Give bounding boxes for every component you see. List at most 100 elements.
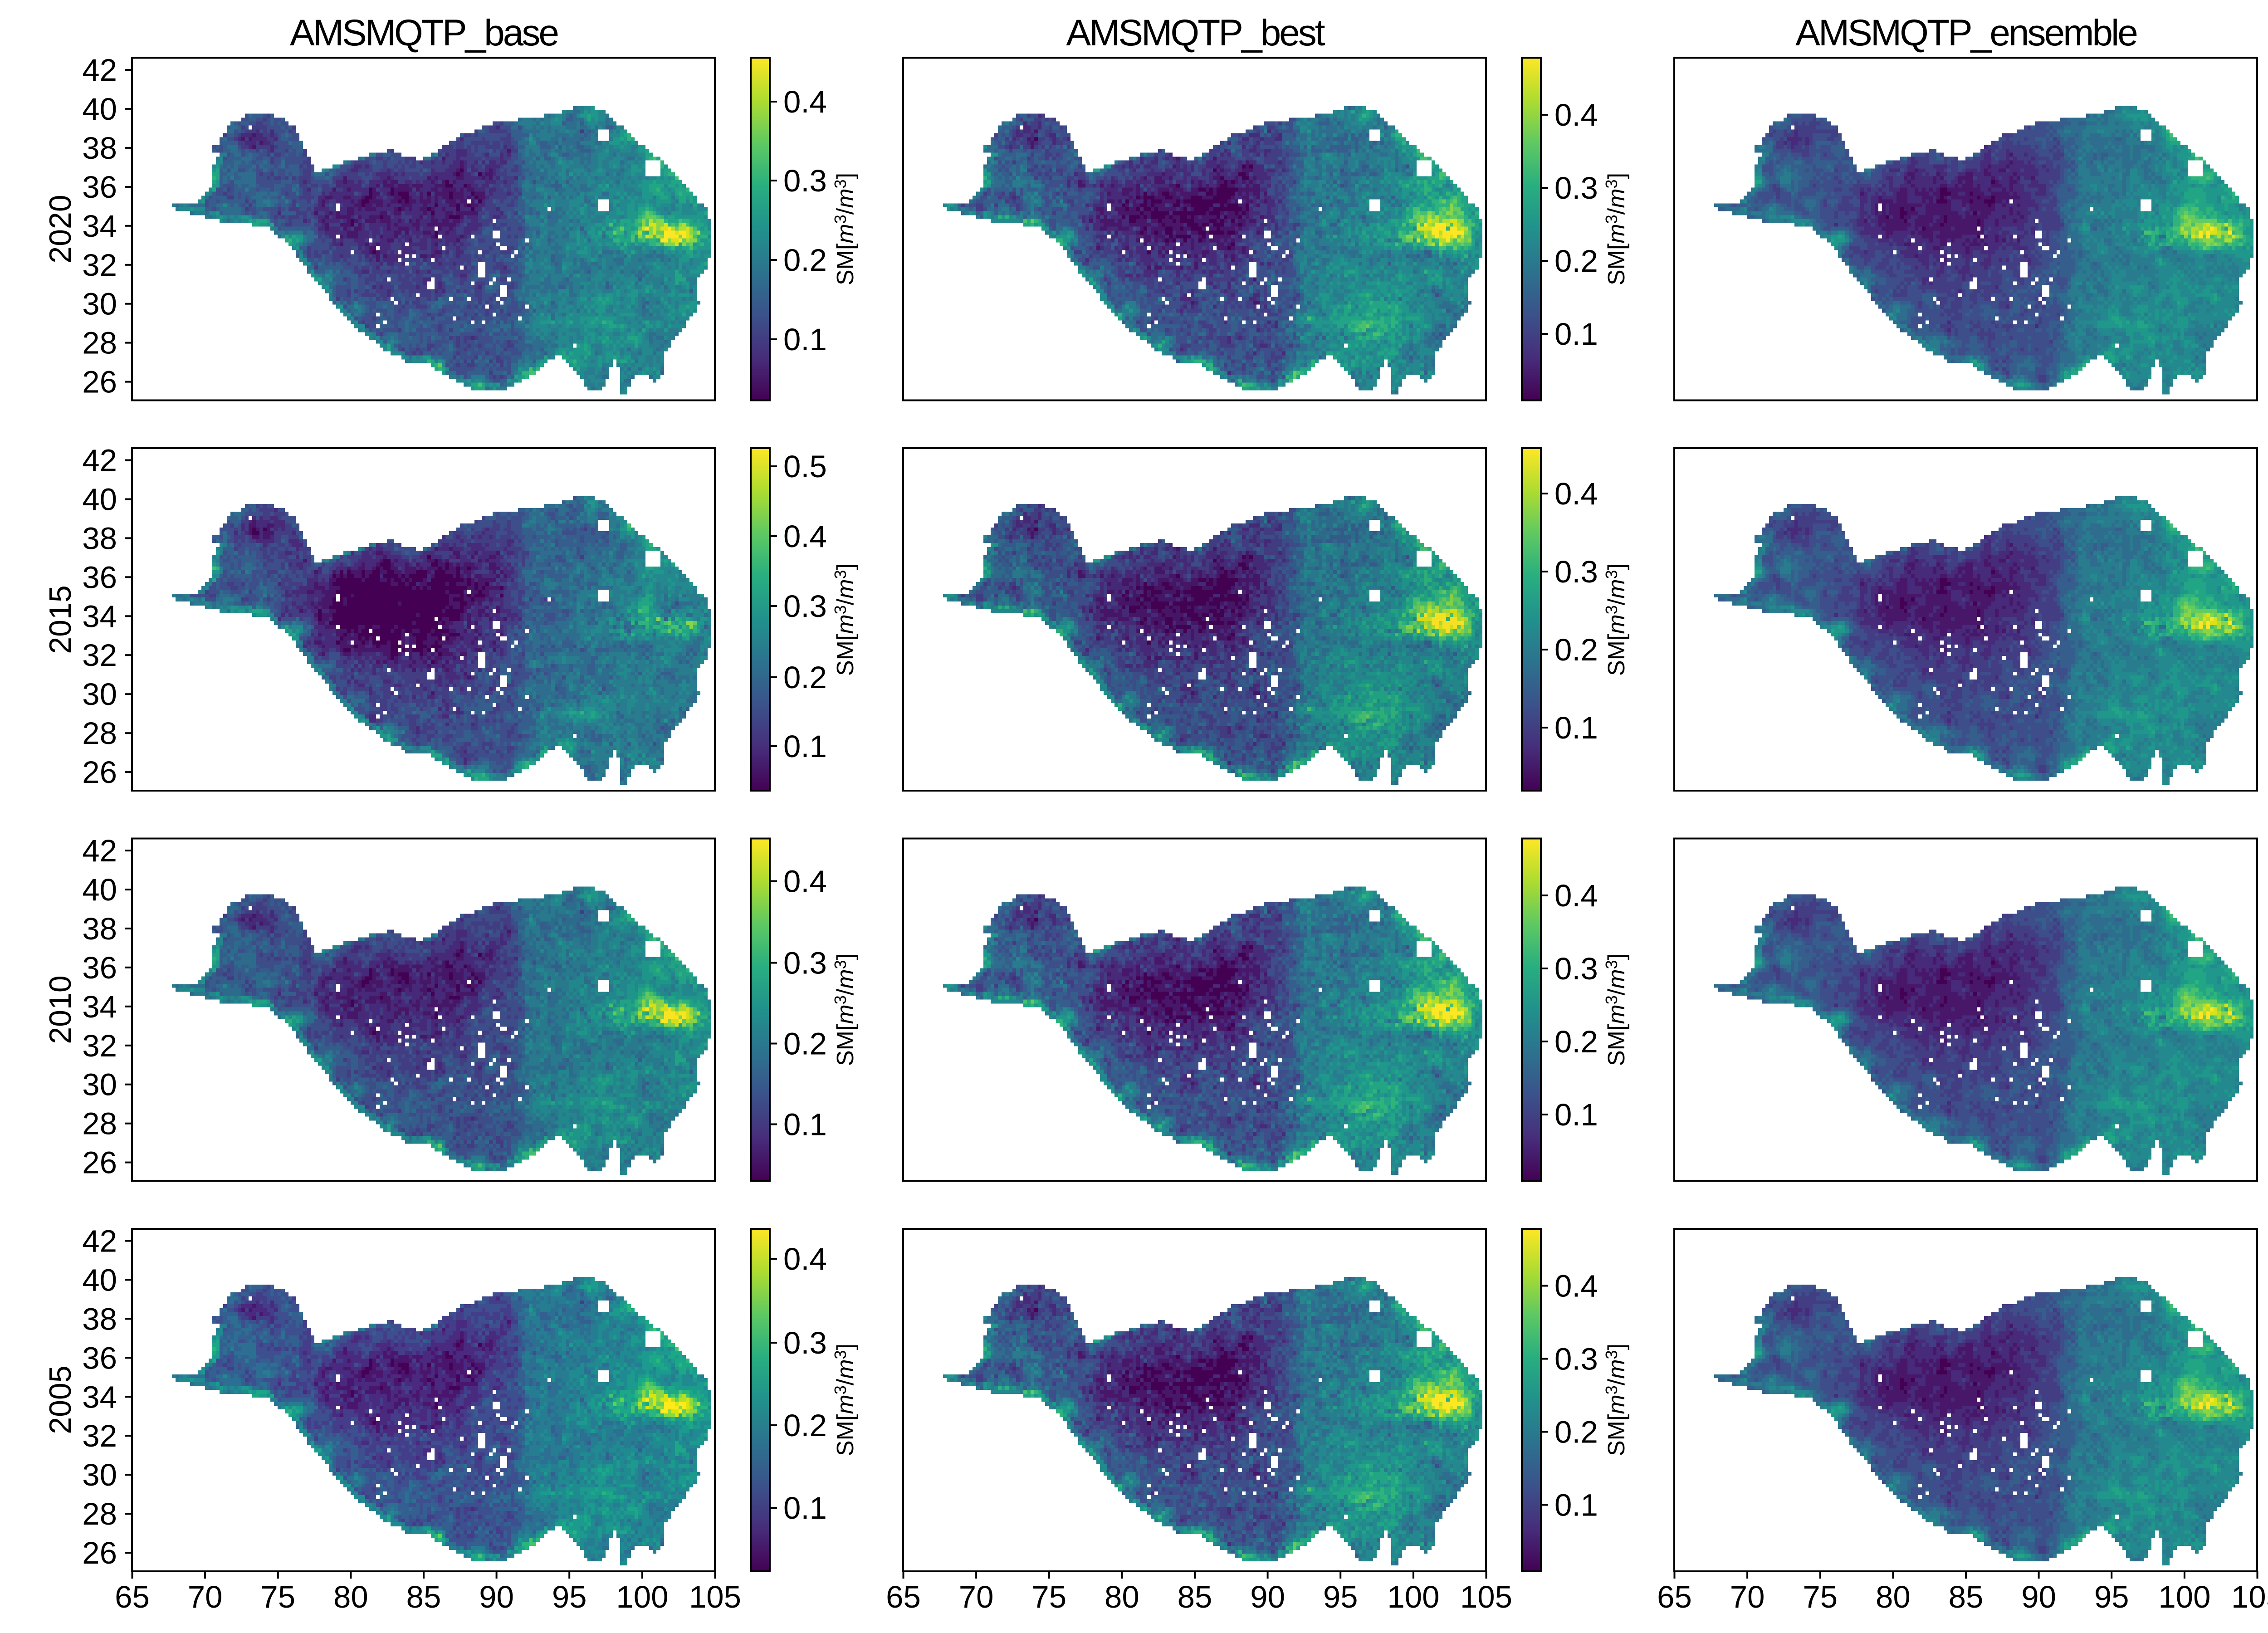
svg-text:85: 85 xyxy=(1178,1579,1212,1614)
svg-text:80: 80 xyxy=(1105,1579,1139,1614)
svg-text:AMSMQTP_best: AMSMQTP_best xyxy=(1066,12,1325,54)
svg-text:38: 38 xyxy=(82,131,117,166)
svg-text:42: 42 xyxy=(82,833,117,868)
svg-text:0.5: 0.5 xyxy=(783,449,827,484)
svg-text:0.3: 0.3 xyxy=(783,946,827,981)
svg-text:0.1: 0.1 xyxy=(783,729,827,764)
svg-text:38: 38 xyxy=(82,521,117,556)
svg-text:0.4: 0.4 xyxy=(783,519,827,554)
svg-text:34: 34 xyxy=(82,1379,117,1414)
svg-text:0.3: 0.3 xyxy=(1554,171,1598,205)
svg-text:0.1: 0.1 xyxy=(1554,1097,1598,1132)
svg-text:0.1: 0.1 xyxy=(1554,710,1598,745)
svg-text:0.2: 0.2 xyxy=(1554,632,1598,667)
svg-text:95: 95 xyxy=(1323,1579,1358,1614)
svg-text:75: 75 xyxy=(260,1579,295,1614)
svg-text:95: 95 xyxy=(552,1579,587,1614)
svg-text:0.4: 0.4 xyxy=(1554,1269,1598,1304)
svg-text:34: 34 xyxy=(82,599,117,634)
svg-text:75: 75 xyxy=(1031,1579,1066,1614)
svg-text:80: 80 xyxy=(333,1579,368,1614)
svg-text:26: 26 xyxy=(82,755,117,790)
svg-text:0.2: 0.2 xyxy=(1554,244,1598,279)
svg-text:30: 30 xyxy=(82,1067,117,1102)
svg-text:30: 30 xyxy=(82,1457,117,1492)
svg-text:90: 90 xyxy=(479,1579,514,1614)
svg-text:AMSMQTP_ensemble: AMSMQTP_ensemble xyxy=(1795,12,2136,54)
svg-text:2015: 2015 xyxy=(43,585,78,654)
svg-text:40: 40 xyxy=(82,482,117,517)
svg-text:100: 100 xyxy=(1387,1579,1439,1614)
svg-text:0.1: 0.1 xyxy=(1554,317,1598,352)
svg-text:42: 42 xyxy=(82,53,117,88)
svg-text:95: 95 xyxy=(2094,1579,2129,1614)
svg-text:0.2: 0.2 xyxy=(1554,1024,1598,1059)
svg-text:40: 40 xyxy=(82,872,117,907)
svg-text:36: 36 xyxy=(82,1340,117,1375)
svg-text:85: 85 xyxy=(406,1579,441,1614)
svg-text:0.3: 0.3 xyxy=(783,1325,827,1360)
svg-text:75: 75 xyxy=(1803,1579,1838,1614)
svg-text:70: 70 xyxy=(188,1579,223,1614)
svg-text:30: 30 xyxy=(82,287,117,322)
svg-text:38: 38 xyxy=(82,911,117,946)
svg-text:65: 65 xyxy=(115,1579,150,1614)
svg-text:2020: 2020 xyxy=(43,195,78,263)
svg-text:90: 90 xyxy=(1250,1579,1285,1614)
svg-text:70: 70 xyxy=(1730,1579,1765,1614)
svg-text:0.2: 0.2 xyxy=(1554,1415,1598,1450)
svg-text:SM[m3/m3]: SM[m3/m3] xyxy=(831,173,859,285)
svg-text:0.4: 0.4 xyxy=(1554,878,1598,913)
svg-text:34: 34 xyxy=(82,209,117,244)
svg-text:36: 36 xyxy=(82,170,117,205)
svg-text:SM[m3/m3]: SM[m3/m3] xyxy=(1602,1344,1630,1456)
svg-text:28: 28 xyxy=(82,716,117,751)
svg-text:0.1: 0.1 xyxy=(783,1107,827,1142)
svg-text:32: 32 xyxy=(82,638,117,673)
svg-text:0.3: 0.3 xyxy=(1554,951,1598,986)
svg-text:30: 30 xyxy=(82,677,117,712)
svg-text:0.2: 0.2 xyxy=(783,243,827,278)
svg-text:SM[m3/m3]: SM[m3/m3] xyxy=(1602,953,1630,1066)
svg-text:26: 26 xyxy=(82,365,117,400)
svg-text:85: 85 xyxy=(1949,1579,1984,1614)
svg-text:40: 40 xyxy=(82,1262,117,1297)
svg-text:100: 100 xyxy=(2158,1579,2210,1614)
svg-text:32: 32 xyxy=(82,1418,117,1453)
svg-text:0.1: 0.1 xyxy=(783,322,827,357)
svg-text:36: 36 xyxy=(82,560,117,595)
svg-text:65: 65 xyxy=(1657,1579,1692,1614)
svg-text:0.2: 0.2 xyxy=(783,1027,827,1061)
svg-text:SM[m3/m3]: SM[m3/m3] xyxy=(831,563,859,676)
svg-text:105: 105 xyxy=(689,1579,741,1614)
svg-text:26: 26 xyxy=(82,1145,117,1180)
svg-text:65: 65 xyxy=(886,1579,921,1614)
svg-text:105: 105 xyxy=(1460,1579,1512,1614)
svg-text:0.3: 0.3 xyxy=(1554,554,1598,589)
svg-text:105: 105 xyxy=(2231,1579,2268,1614)
svg-text:26: 26 xyxy=(82,1535,117,1570)
svg-text:42: 42 xyxy=(82,443,117,478)
svg-text:0.4: 0.4 xyxy=(783,864,827,899)
svg-text:SM[m3/m3]: SM[m3/m3] xyxy=(1602,173,1630,285)
svg-text:2010: 2010 xyxy=(43,975,78,1044)
svg-text:0.3: 0.3 xyxy=(783,589,827,624)
svg-text:40: 40 xyxy=(82,92,117,127)
svg-text:42: 42 xyxy=(82,1224,117,1259)
svg-text:32: 32 xyxy=(82,1028,117,1063)
svg-text:38: 38 xyxy=(82,1301,117,1336)
svg-text:2005: 2005 xyxy=(43,1365,78,1434)
svg-text:0.3: 0.3 xyxy=(1554,1342,1598,1377)
svg-text:0.4: 0.4 xyxy=(1554,476,1598,511)
svg-text:0.1: 0.1 xyxy=(783,1491,827,1525)
svg-text:SM[m3/m3]: SM[m3/m3] xyxy=(1602,563,1630,676)
svg-text:100: 100 xyxy=(616,1579,668,1614)
svg-text:34: 34 xyxy=(82,989,117,1024)
svg-text:0.1: 0.1 xyxy=(1554,1488,1598,1523)
svg-text:0.4: 0.4 xyxy=(783,1242,827,1276)
svg-text:80: 80 xyxy=(1876,1579,1911,1614)
svg-text:28: 28 xyxy=(82,1106,117,1141)
svg-text:0.4: 0.4 xyxy=(783,84,827,119)
svg-text:28: 28 xyxy=(82,1496,117,1531)
svg-text:90: 90 xyxy=(2021,1579,2056,1614)
